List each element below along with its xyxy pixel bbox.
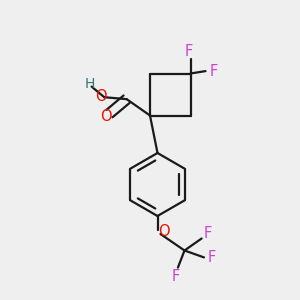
Text: F: F	[185, 44, 193, 59]
Text: F: F	[209, 64, 218, 79]
Text: H: H	[85, 76, 95, 91]
Text: O: O	[100, 109, 111, 124]
Text: F: F	[203, 226, 212, 241]
Text: F: F	[172, 269, 180, 284]
Text: F: F	[207, 250, 216, 266]
Text: O: O	[158, 224, 170, 238]
Text: O: O	[95, 89, 107, 104]
